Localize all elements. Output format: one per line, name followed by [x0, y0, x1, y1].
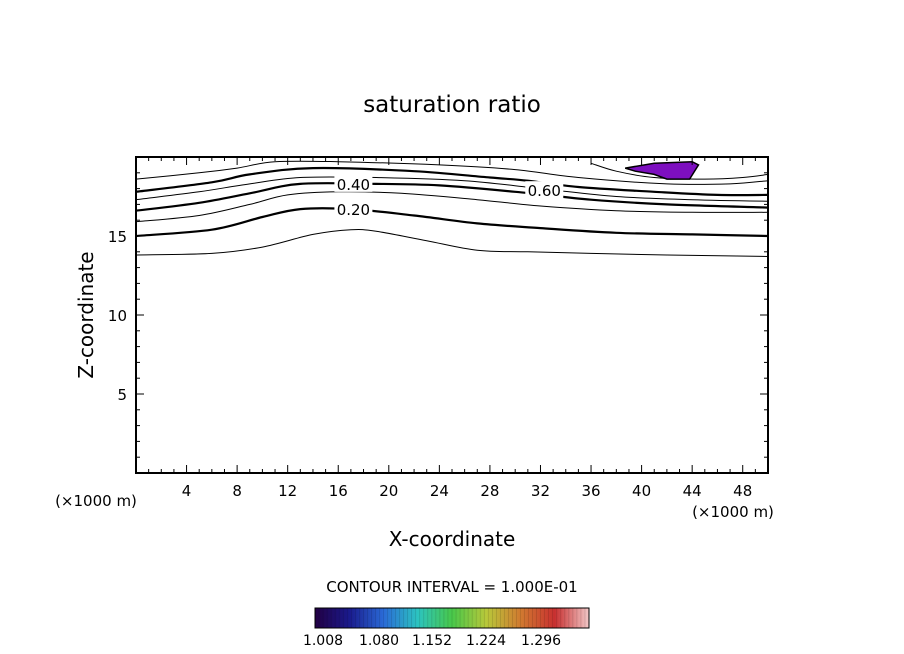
contour-label-bg-1	[334, 174, 373, 192]
contour-label-3: 0.60	[528, 182, 561, 200]
x-tick-label: 48	[733, 482, 752, 500]
colorbar	[314, 607, 590, 629]
x-tick-label: 8	[232, 482, 242, 500]
colorbar-label: 1.152	[412, 633, 452, 649]
x-unit-left: (×1000 m)	[55, 492, 137, 510]
contour-line-5	[136, 176, 768, 202]
y-tick-label: 10	[108, 307, 127, 325]
contour-lines	[136, 160, 768, 257]
colorbar-ticks	[318, 608, 586, 628]
contour-label-1: 0.40	[337, 176, 370, 194]
y-tick-labels: 5 10 15	[108, 228, 127, 404]
contour-interval-text: CONTOUR INTERVAL = 1.000E-01	[326, 578, 577, 596]
contour-labels: 0.40 0.20 0.60	[334, 174, 564, 219]
x-tick-label: 16	[329, 482, 348, 500]
contour-line-2	[136, 207, 768, 238]
x-tick-labels: 4 8 12 16 20 24 28 32 36 40 44 48	[182, 482, 752, 500]
contour-line-6	[136, 166, 768, 197]
x-tick-label: 32	[531, 482, 550, 500]
x-axis-label: X-coordinate	[389, 527, 516, 551]
contour-line-4	[136, 182, 768, 212]
contour-label-2: 0.20	[337, 201, 370, 219]
contour-label-bg-3	[525, 181, 564, 199]
x-tick-label: 28	[480, 482, 499, 500]
y-tick-label: 15	[108, 228, 127, 246]
y-axis-label: Z-coordinate	[74, 251, 98, 378]
x-tick-label: 36	[581, 482, 600, 500]
colorbar-label: 1.296	[521, 633, 561, 649]
colorbar-label: 1.224	[466, 633, 506, 649]
x-tick-label: 40	[632, 482, 651, 500]
x-tick-label: 12	[278, 482, 297, 500]
colorbar-label: 1.008	[303, 633, 343, 649]
x-unit-right: (×1000 m)	[692, 503, 774, 521]
contour-line-1	[136, 228, 768, 257]
x-tick-label: 24	[430, 482, 449, 500]
contour-label-bg-2	[334, 200, 373, 218]
filled-regions	[624, 160, 700, 180]
colorbar-labels: 1.008 1.080 1.152 1.224 1.296	[303, 633, 561, 649]
x-tick-label: 44	[683, 482, 702, 500]
axis-ticks	[136, 157, 768, 473]
x-tick-label: 20	[379, 482, 398, 500]
filled-region	[624, 160, 700, 180]
x-tick-label: 4	[182, 482, 192, 500]
chart-title: saturation ratio	[363, 92, 541, 118]
y-tick-label: 5	[117, 386, 127, 404]
contour-line-3	[136, 191, 768, 223]
colorbar-label: 1.080	[359, 633, 399, 649]
